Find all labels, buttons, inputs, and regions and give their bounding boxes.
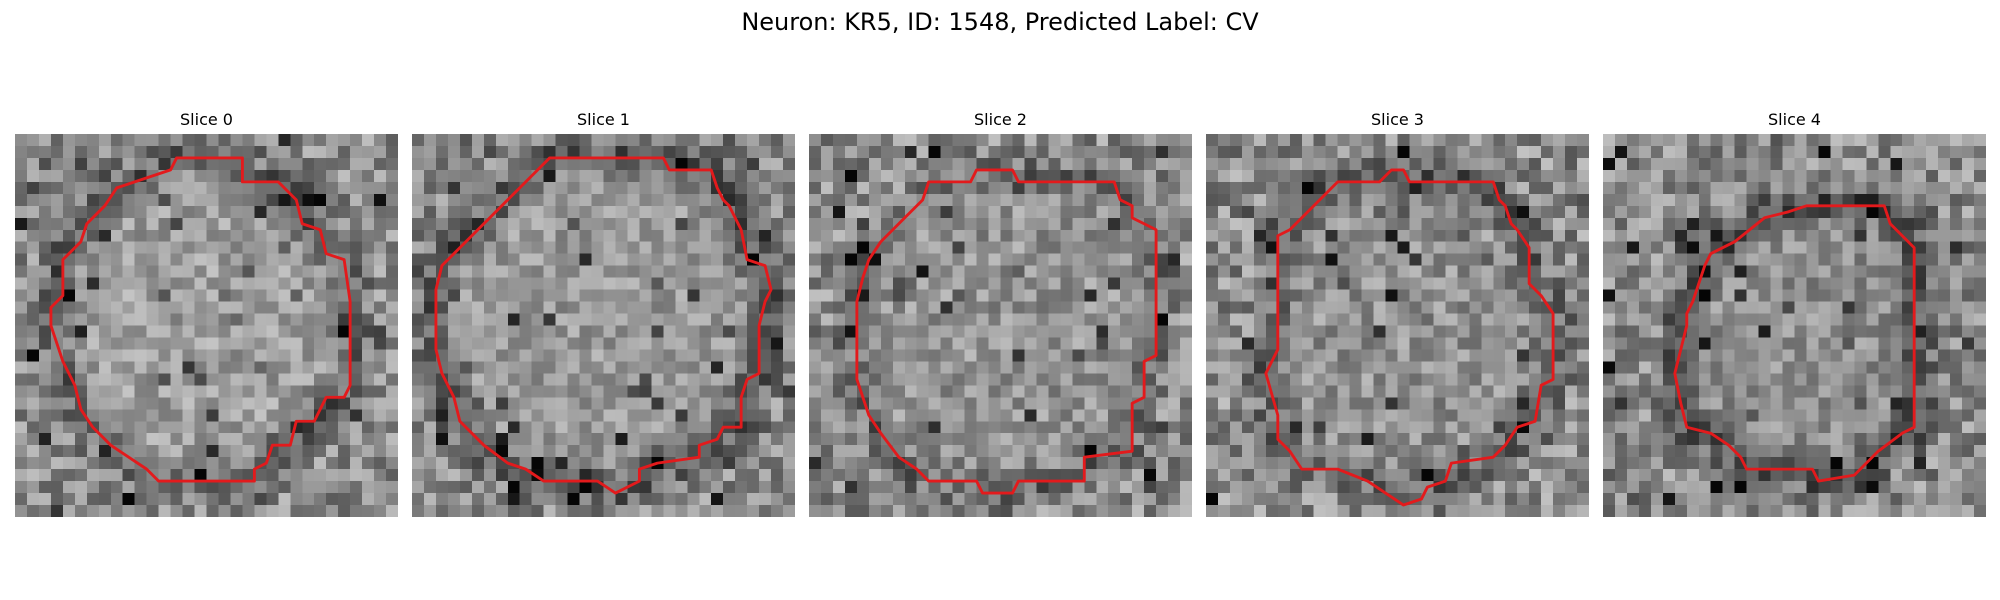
pixel-grid xyxy=(412,134,795,517)
pixel-grid xyxy=(1603,134,1986,517)
panel-title-slice-0: Slice 0 xyxy=(180,110,233,129)
figure-title: Neuron: KR5, ID: 1548, Predicted Label: … xyxy=(741,8,1259,36)
slice-1-image xyxy=(412,134,795,517)
segmentation-contour xyxy=(434,156,773,495)
pixel-grid xyxy=(1206,134,1589,517)
panel-title-slice-4: Slice 4 xyxy=(1768,110,1821,129)
pixel-grid xyxy=(15,134,398,517)
segmentation-contour xyxy=(855,168,1158,495)
slice-3-image xyxy=(1206,134,1589,517)
segmentation-contour xyxy=(1264,168,1555,507)
panel-title-slice-2: Slice 2 xyxy=(974,110,1027,129)
panel-title-slice-3: Slice 3 xyxy=(1371,110,1424,129)
segmentation-contour xyxy=(1673,204,1916,483)
slice-0-image xyxy=(15,134,398,517)
panel-title-slice-1: Slice 1 xyxy=(577,110,630,129)
segmentation-contour xyxy=(49,156,352,483)
slice-4-image xyxy=(1603,134,1986,517)
pixel-grid xyxy=(809,134,1192,517)
slice-2-image xyxy=(809,134,1192,517)
